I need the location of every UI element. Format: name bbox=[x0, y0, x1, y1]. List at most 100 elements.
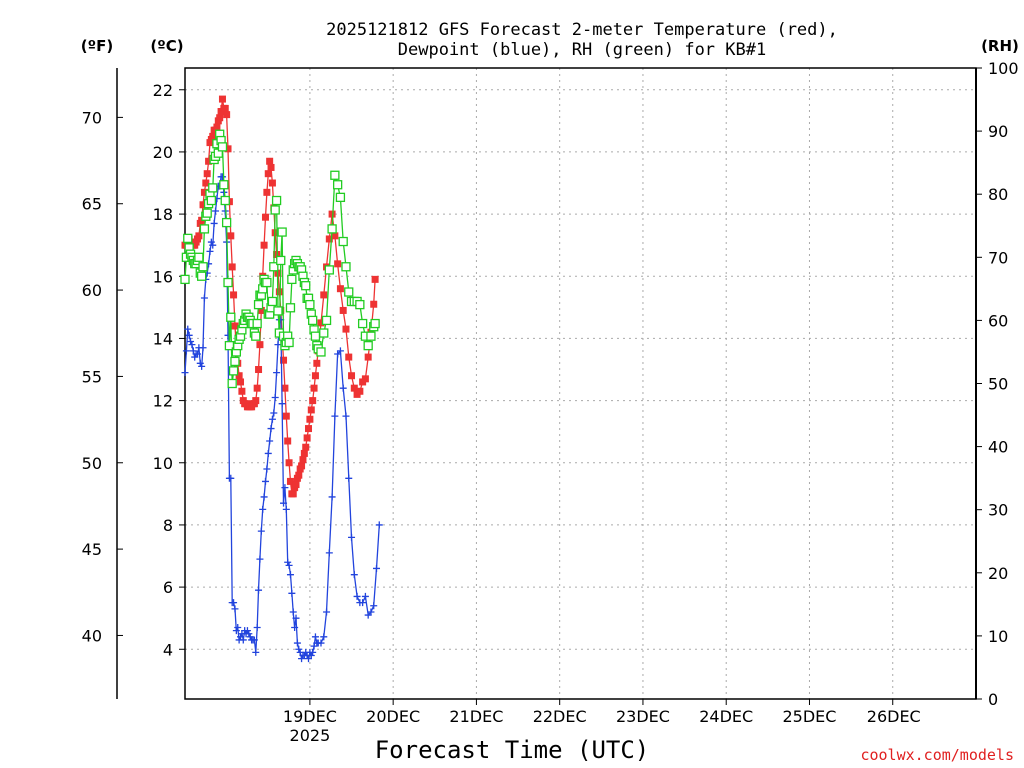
temperature-point bbox=[328, 210, 336, 218]
temperature-point bbox=[299, 456, 307, 464]
rh-point bbox=[252, 318, 262, 329]
dewpoint-point bbox=[252, 648, 260, 656]
unit-label-rh: (RH) bbox=[981, 37, 1019, 55]
rh-point bbox=[370, 318, 380, 329]
dewpoint-point bbox=[353, 592, 361, 600]
dewpoint-point bbox=[307, 651, 315, 659]
temperature-point bbox=[300, 449, 308, 457]
dewpoint-point bbox=[293, 639, 301, 647]
temperature-point bbox=[305, 425, 313, 433]
x-tick-label: 19DEC bbox=[283, 707, 337, 726]
temperature-point bbox=[205, 157, 213, 165]
temperature-point bbox=[223, 111, 231, 119]
x-tick-label: 24DEC bbox=[699, 707, 753, 726]
dewpoint-point bbox=[245, 630, 253, 638]
rh-point bbox=[227, 378, 237, 389]
dewpoint-point bbox=[339, 384, 347, 392]
dewpoint-point bbox=[218, 173, 226, 181]
rh-point bbox=[220, 195, 230, 206]
temperature-point bbox=[292, 481, 300, 489]
y-tick-label-rh: 80 bbox=[988, 185, 1008, 204]
y-tick-label-c: 18 bbox=[153, 205, 173, 224]
dewpoint-point bbox=[263, 465, 271, 473]
rh-point bbox=[219, 180, 229, 190]
dewpoint-point bbox=[250, 636, 258, 644]
rh-point bbox=[310, 331, 321, 341]
temperature-point bbox=[285, 459, 293, 467]
dewpoint-point bbox=[295, 645, 303, 653]
dewpoint-point bbox=[328, 493, 336, 501]
temperature-point bbox=[221, 104, 229, 112]
x-tick-label: 21DEC bbox=[449, 707, 503, 726]
rh-point bbox=[301, 281, 311, 291]
temperature-point bbox=[228, 263, 236, 271]
y-tick-label-c: 22 bbox=[153, 81, 173, 100]
rh-point bbox=[226, 312, 236, 322]
temperature-point bbox=[256, 341, 264, 349]
dewpoint-point bbox=[230, 599, 238, 607]
temperature-point bbox=[370, 300, 378, 308]
y-tick-label-rh: 60 bbox=[988, 311, 1008, 330]
temperature-point bbox=[295, 471, 303, 479]
y-tick-label-c: 16 bbox=[153, 267, 173, 286]
dewpoint-point bbox=[342, 412, 350, 420]
dewpoint-point bbox=[193, 350, 201, 358]
dewpoint-point bbox=[231, 605, 239, 613]
dewpoint-point bbox=[292, 614, 300, 622]
temperature-point bbox=[267, 163, 275, 171]
temperature-point bbox=[231, 322, 239, 330]
rh-point bbox=[194, 252, 204, 262]
y-tick-label-f: 40 bbox=[82, 626, 102, 645]
temperature-point bbox=[371, 275, 379, 283]
temperature-point bbox=[275, 288, 283, 296]
x-tick-sublabel: 2025 bbox=[290, 726, 331, 745]
x-tick-label: 26DEC bbox=[867, 707, 921, 726]
dewpoint-point bbox=[196, 359, 204, 367]
dewpoint-point bbox=[253, 624, 261, 632]
y-tick-label-c: 12 bbox=[153, 392, 173, 411]
temperature-point bbox=[302, 443, 310, 451]
temperature-point bbox=[306, 415, 314, 423]
y-tick-label-c: 10 bbox=[153, 454, 173, 473]
temperature-point bbox=[252, 397, 260, 405]
y-tick-label-rh: 20 bbox=[988, 564, 1008, 583]
rh-point bbox=[228, 366, 239, 376]
dewpoint-point bbox=[291, 624, 299, 632]
dewpoint-point bbox=[367, 608, 375, 616]
y-tick-label-rh: 40 bbox=[988, 438, 1008, 457]
dewpoint-point bbox=[184, 325, 192, 333]
rh-point bbox=[230, 356, 240, 367]
rh-point bbox=[332, 180, 343, 190]
rh-point bbox=[335, 192, 346, 203]
temperature-point bbox=[253, 384, 261, 392]
rh-point bbox=[273, 306, 283, 316]
y-tick-label-c: 8 bbox=[163, 516, 173, 535]
dewpoint-point bbox=[373, 564, 381, 572]
plot-frame bbox=[184, 67, 977, 700]
rh-point bbox=[363, 340, 373, 351]
dewpoint-point bbox=[206, 247, 214, 255]
y-tick-label-rh: 10 bbox=[988, 627, 1008, 646]
temperature-point bbox=[307, 406, 315, 414]
temperature-point bbox=[200, 188, 208, 196]
dewpoint-point bbox=[181, 369, 189, 377]
dewpoint-point bbox=[256, 555, 264, 563]
dewpoint-point bbox=[270, 409, 278, 417]
rh-point bbox=[253, 299, 264, 310]
temperature-point bbox=[334, 260, 342, 268]
y-tick-label-f: 60 bbox=[82, 281, 102, 300]
rh-point bbox=[208, 183, 218, 193]
unit-label-fahrenheit: (ºF) bbox=[81, 37, 113, 55]
temperature-point bbox=[298, 462, 306, 470]
axes: 4 6 8 10 12 14 16 18 20 22 40 45 50 55 60 65 70 0 10 20 30 40… bbox=[82, 59, 1019, 745]
temperature-point bbox=[218, 95, 226, 103]
temperature-point bbox=[280, 356, 288, 364]
dewpoint-point bbox=[207, 238, 215, 246]
rh-point bbox=[197, 271, 207, 281]
temperature-point bbox=[303, 434, 311, 442]
temperature-point bbox=[310, 384, 318, 392]
rh-point bbox=[305, 299, 315, 310]
dewpoint-point bbox=[359, 599, 367, 607]
dewpoint-point bbox=[280, 499, 288, 507]
